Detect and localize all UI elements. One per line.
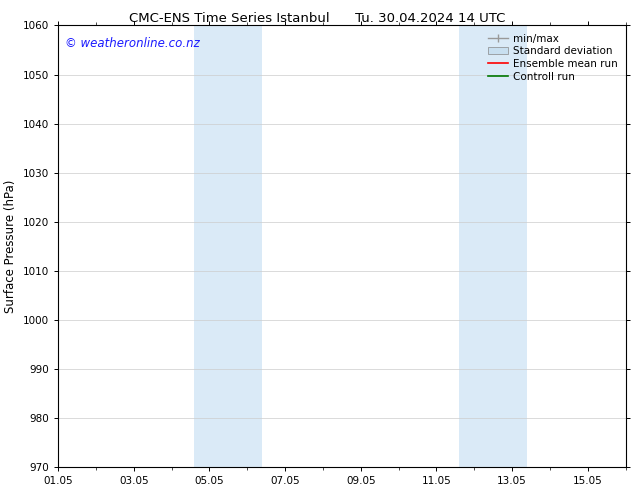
- Text: CMC-ENS Time Series Istanbul      Tu. 30.04.2024 14 UTC: CMC-ENS Time Series Istanbul Tu. 30.04.2…: [129, 12, 505, 25]
- Legend: min/max, Standard deviation, Ensemble mean run, Controll run: min/max, Standard deviation, Ensemble me…: [484, 31, 621, 85]
- Y-axis label: Surface Pressure (hPa): Surface Pressure (hPa): [4, 179, 17, 313]
- Bar: [194, 25, 262, 467]
- Bar: [459, 25, 527, 467]
- Text: © weatheronline.co.nz: © weatheronline.co.nz: [65, 37, 200, 49]
